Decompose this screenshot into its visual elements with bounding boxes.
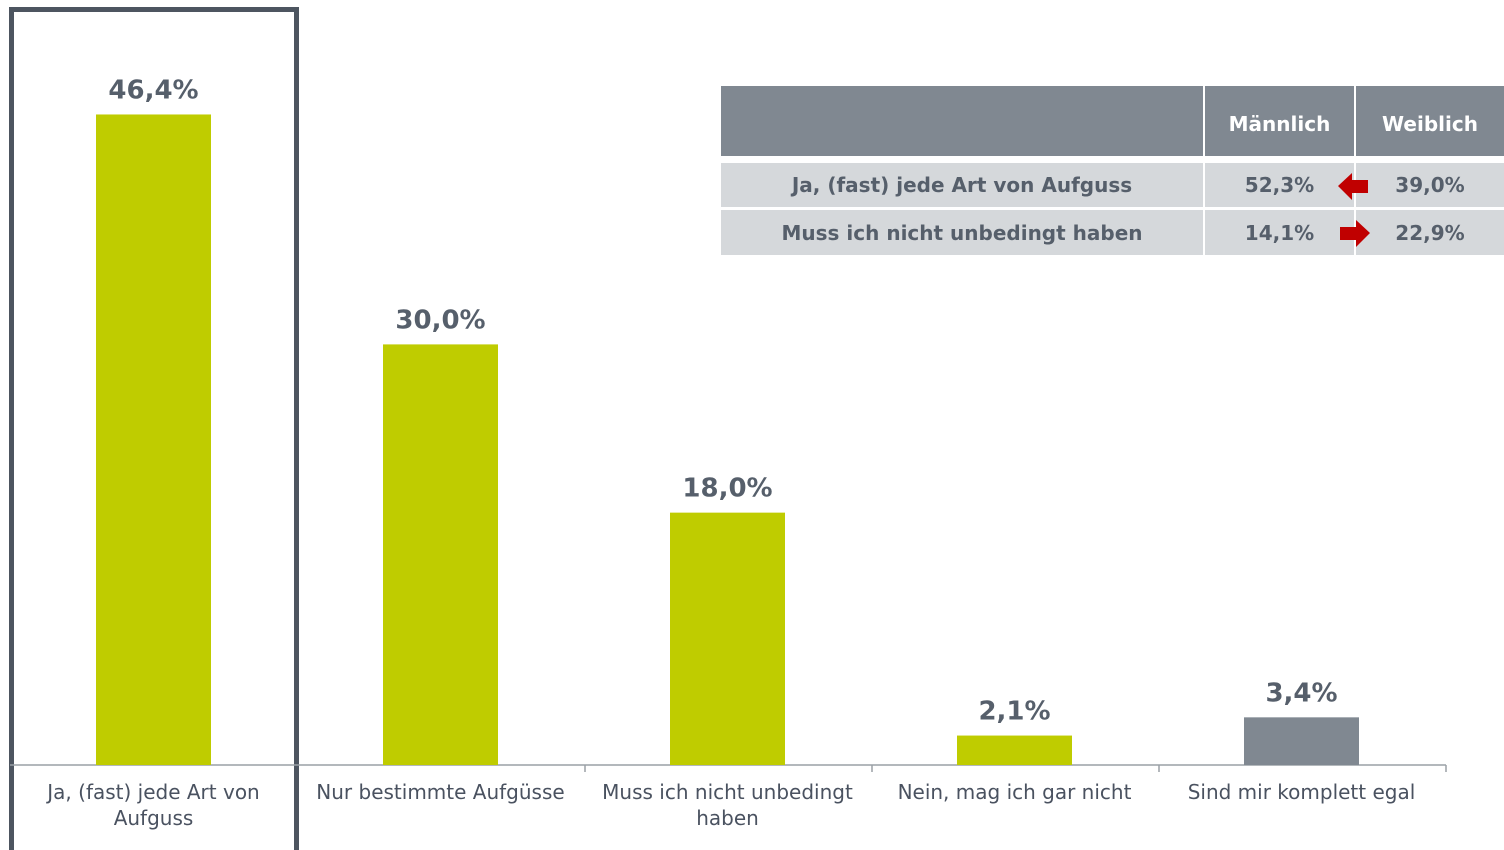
x-tick-label: Sind mir komplett egal [1187, 780, 1416, 804]
x-tick-label: Muss ich nicht unbedingt haben [602, 780, 853, 830]
x-tick-label: Nein, mag ich gar nicht [897, 780, 1132, 804]
x-tick-label: Ja, (fast) jede Art von Aufguss [47, 780, 260, 830]
axis-ticks [584, 765, 1447, 772]
table-cell: 39,0% [1356, 163, 1504, 207]
table-cell: Ja, (fast) jede Art von Aufguss [721, 163, 1203, 207]
bar [1244, 717, 1359, 765]
value-label: 46,4% [108, 75, 198, 105]
bar [383, 344, 498, 765]
value-label: 2,1% [978, 697, 1050, 727]
table-header: Männlich [1205, 86, 1354, 156]
value-label: 18,0% [682, 474, 772, 504]
table-cell: Muss ich nicht unbedingt haben [721, 210, 1203, 255]
x-tick-label: Nur bestimmte Aufgüsse [316, 780, 565, 804]
bar [957, 735, 1072, 765]
highlight-box [9, 7, 299, 850]
value-label: 30,0% [395, 305, 485, 335]
bar [670, 512, 785, 765]
table-header-blank [721, 86, 1203, 156]
table-cell: 22,9% [1356, 210, 1504, 255]
table-header: Weiblich [1356, 86, 1504, 156]
table-cell: 14,1% [1205, 210, 1354, 255]
value-label: 3,4% [1265, 678, 1337, 708]
bar [96, 114, 211, 766]
table-cell: 52,3% [1205, 163, 1354, 207]
